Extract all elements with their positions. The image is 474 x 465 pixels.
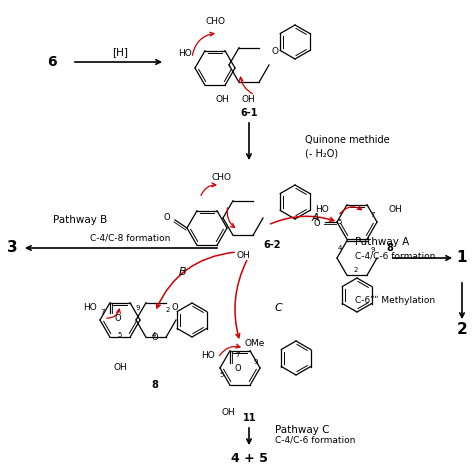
Text: 9: 9 bbox=[371, 247, 375, 253]
Text: OH: OH bbox=[241, 95, 255, 105]
Text: 11: 11 bbox=[243, 413, 257, 423]
Text: C: C bbox=[274, 303, 282, 313]
Text: OH: OH bbox=[236, 251, 250, 259]
Text: Pathway C: Pathway C bbox=[275, 425, 329, 435]
Text: 5: 5 bbox=[338, 219, 342, 225]
Text: 9: 9 bbox=[136, 305, 140, 311]
Text: 4 + 5: 4 + 5 bbox=[230, 452, 267, 465]
Text: 6: 6 bbox=[47, 55, 57, 69]
Text: Quinone methide: Quinone methide bbox=[305, 135, 390, 145]
Text: 2: 2 bbox=[354, 267, 358, 273]
Text: O: O bbox=[314, 219, 320, 228]
Text: (- H₂O): (- H₂O) bbox=[305, 149, 338, 159]
Text: 8: 8 bbox=[152, 380, 158, 390]
Text: 5: 5 bbox=[220, 372, 224, 378]
Text: 9: 9 bbox=[254, 359, 258, 365]
Text: 1: 1 bbox=[457, 251, 467, 266]
Text: HO: HO bbox=[315, 206, 329, 214]
Text: CHO: CHO bbox=[206, 18, 226, 27]
Text: OMe: OMe bbox=[245, 339, 265, 348]
Text: 8: 8 bbox=[387, 243, 393, 253]
Text: OH: OH bbox=[388, 206, 402, 214]
Text: 4: 4 bbox=[152, 332, 156, 338]
Text: 7: 7 bbox=[371, 212, 375, 218]
Text: O: O bbox=[172, 304, 178, 312]
Text: A: A bbox=[311, 213, 319, 223]
Text: Pathway B: Pathway B bbox=[53, 215, 107, 225]
Text: HO: HO bbox=[201, 352, 215, 360]
Text: [H]: [H] bbox=[112, 47, 128, 57]
Text: O: O bbox=[115, 314, 121, 323]
Text: 5: 5 bbox=[118, 332, 122, 338]
Text: HO: HO bbox=[83, 304, 97, 312]
Text: OH: OH bbox=[221, 407, 235, 417]
Text: O: O bbox=[164, 213, 170, 222]
Text: 2: 2 bbox=[166, 307, 170, 313]
Text: OH: OH bbox=[113, 364, 127, 372]
Text: 2: 2 bbox=[456, 323, 467, 338]
Text: B: B bbox=[179, 267, 187, 277]
Text: 6-2: 6-2 bbox=[263, 240, 281, 250]
Text: O: O bbox=[235, 364, 241, 373]
Text: CHO: CHO bbox=[212, 173, 232, 182]
Text: OH: OH bbox=[215, 95, 229, 105]
Text: O: O bbox=[152, 333, 158, 343]
Text: C-6ʺʺ Methylation: C-6ʺʺ Methylation bbox=[355, 295, 435, 305]
Text: 7: 7 bbox=[101, 309, 105, 315]
Text: C-4/C-6 formation: C-4/C-6 formation bbox=[275, 436, 356, 445]
Text: C-4/C-6 formation: C-4/C-6 formation bbox=[355, 252, 436, 260]
Text: C-4/C-8 formation: C-4/C-8 formation bbox=[90, 233, 170, 243]
Text: Pathway A: Pathway A bbox=[355, 237, 409, 247]
Text: 6-1: 6-1 bbox=[240, 108, 258, 118]
Text: 7: 7 bbox=[236, 352, 240, 358]
Text: HO: HO bbox=[178, 49, 192, 59]
Text: 3: 3 bbox=[7, 240, 18, 255]
Text: O: O bbox=[272, 47, 279, 57]
Text: 4: 4 bbox=[338, 245, 342, 251]
